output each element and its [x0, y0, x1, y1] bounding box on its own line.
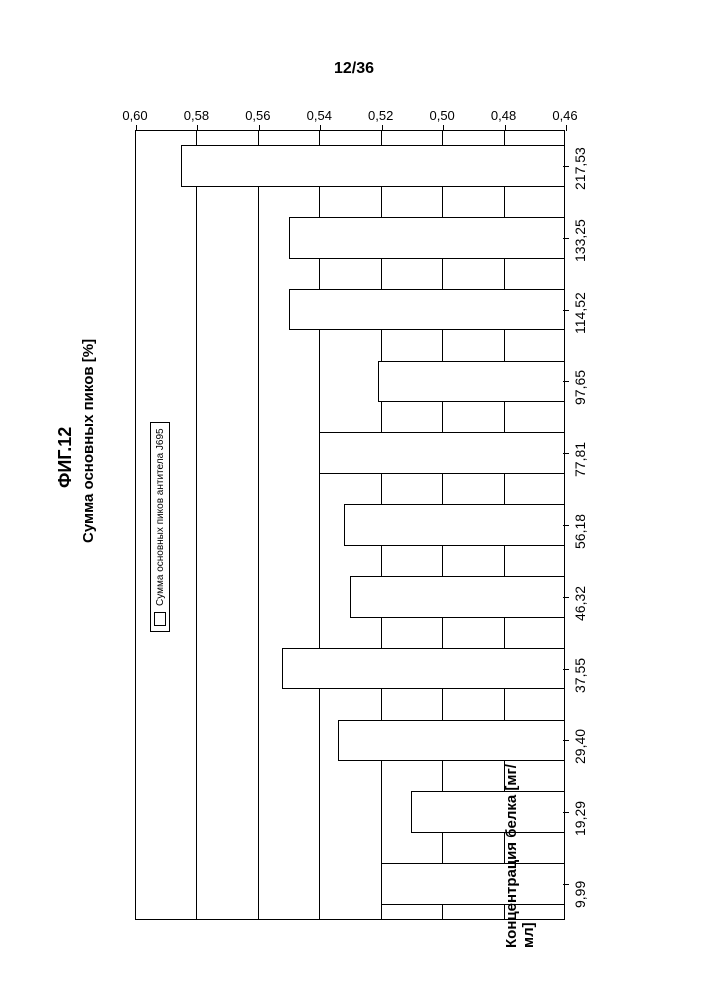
category-label: 56,18: [572, 514, 588, 549]
bar: [350, 576, 565, 618]
gridline: [196, 130, 197, 920]
category-label: 19,29: [572, 801, 588, 836]
category-label: 37,55: [572, 658, 588, 693]
category-tick: [563, 238, 569, 239]
category-label: 29,40: [572, 729, 588, 764]
category-label: 46,32: [572, 586, 588, 621]
figure-title: ФИГ.12: [55, 427, 76, 488]
plot-area: [135, 130, 565, 920]
xtick-label: 0,54: [307, 108, 332, 123]
xtick-label: 0,56: [245, 108, 270, 123]
bar: [344, 504, 565, 546]
xtick-label: 0,46: [552, 108, 577, 123]
legend-swatch: [154, 612, 166, 626]
bar: [411, 791, 565, 833]
category-tick: [563, 525, 569, 526]
category-label: 217,53: [572, 147, 588, 190]
category-label: 133,25: [572, 219, 588, 262]
xtick-label: 0,60: [122, 108, 147, 123]
category-tick: [563, 597, 569, 598]
xtick-label: 0,52: [368, 108, 393, 123]
xtick-mark: [566, 125, 567, 131]
xaxis-tick-labels: 0,460,480,500,520,540,560,580,60: [135, 108, 565, 128]
category-label: 77,81: [572, 442, 588, 477]
category-tick: [563, 884, 569, 885]
legend-label: Сумма основных пиков антитела J695: [155, 428, 166, 606]
xtick-label: 0,58: [184, 108, 209, 123]
bar: [381, 863, 565, 905]
category-tick: [563, 381, 569, 382]
xtick-label: 0,50: [429, 108, 454, 123]
category-tick: [563, 310, 569, 311]
category-label: 9,99: [572, 881, 588, 908]
bar: [319, 432, 565, 474]
bar: [289, 217, 565, 259]
category-tick: [563, 812, 569, 813]
category-tick: [563, 166, 569, 167]
category-label: 97,65: [572, 370, 588, 405]
bar: [181, 145, 565, 187]
page: 12/36 ФИГ.12 0,46 0,48 0,50 0,52 0,54 0,56 0,5…: [0, 0, 708, 1000]
category-tick: [563, 740, 569, 741]
xtick-label: 0,48: [491, 108, 516, 123]
category-tick: [563, 669, 569, 670]
category-label: 114,52: [572, 292, 588, 334]
legend: Сумма основных пиков антитела J695: [150, 422, 170, 632]
bar: [289, 289, 565, 331]
yaxis-title: Концентрация белка [мг/мл]: [503, 743, 537, 948]
gridline: [258, 130, 259, 920]
xaxis-title: Сумма основных пиков [%]: [80, 339, 97, 543]
page-number: 12/36: [334, 60, 374, 78]
category-tick: [563, 453, 569, 454]
bar: [378, 361, 565, 403]
bar: [282, 648, 565, 690]
